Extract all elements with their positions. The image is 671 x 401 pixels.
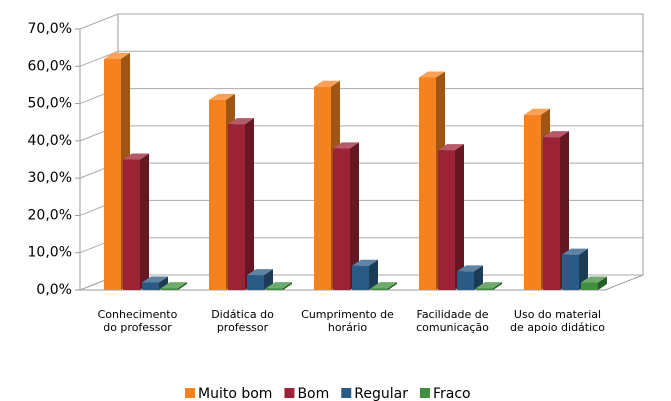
bar-side <box>598 276 607 290</box>
bar <box>266 282 292 290</box>
bar-top <box>247 269 273 276</box>
bar-front <box>266 288 283 290</box>
bar-top <box>419 71 445 78</box>
y-tick-label: 60,0% <box>28 58 72 74</box>
y-tick-label: 30,0% <box>28 170 72 186</box>
bar-side <box>493 282 502 290</box>
bar-top <box>333 142 359 149</box>
y-tick-label: 0,0% <box>36 282 72 298</box>
bar-side <box>560 131 569 290</box>
bar-front <box>581 282 598 290</box>
bar-front <box>333 148 350 290</box>
bar-side <box>140 153 149 290</box>
bar-top <box>476 282 502 289</box>
bar <box>457 265 483 290</box>
bar-side <box>350 142 359 290</box>
bar-top <box>562 248 588 255</box>
bar-side <box>388 282 397 290</box>
bar <box>123 153 149 290</box>
legend-label: Regular <box>354 386 408 401</box>
x-tick-label: Uso do material de apoio didático <box>510 308 605 334</box>
bar-front <box>123 159 140 290</box>
bar-front <box>419 77 436 290</box>
bar-front <box>543 137 560 290</box>
bar <box>228 118 254 290</box>
bar-front <box>371 288 388 290</box>
bar <box>543 131 569 290</box>
bar-front <box>104 58 121 291</box>
legend-label: Bom <box>297 386 329 401</box>
bar-side <box>455 144 464 290</box>
legend-swatch <box>419 388 430 398</box>
bar <box>161 282 187 290</box>
bar-top <box>438 144 464 151</box>
x-tick-label: Cumprimento de horário <box>301 308 394 334</box>
bar-side <box>245 118 254 290</box>
bar-front <box>228 124 245 290</box>
y-tick-label: 40,0% <box>28 133 72 149</box>
legend-swatch <box>341 388 352 398</box>
bar-top <box>457 265 483 272</box>
bar-front <box>457 271 474 290</box>
bar-side <box>159 276 168 290</box>
bar-top <box>581 276 607 283</box>
bar-side <box>264 269 273 290</box>
bar-top <box>371 282 397 289</box>
bar-front <box>352 265 369 290</box>
bar-front <box>476 288 493 290</box>
bar-top <box>314 80 340 87</box>
bar-top <box>543 131 569 138</box>
y-tick-label: 20,0% <box>28 207 72 223</box>
bar <box>247 269 273 290</box>
bar-front <box>524 114 541 290</box>
bar-front <box>314 86 331 291</box>
bar-top <box>104 52 130 59</box>
legend-swatch <box>284 388 295 398</box>
bar-top <box>228 118 254 125</box>
bar-front <box>161 288 178 290</box>
bar-top <box>209 93 235 100</box>
bar-top <box>161 282 187 289</box>
grid-line <box>79 88 643 105</box>
bar-top <box>123 153 149 160</box>
bar <box>476 282 502 290</box>
grid-line <box>79 50 643 67</box>
bar-side <box>283 282 292 290</box>
bar <box>371 282 397 290</box>
bar <box>142 276 168 290</box>
bar-top <box>524 108 550 115</box>
bar-side <box>369 259 378 290</box>
bar <box>438 144 464 290</box>
bar-front <box>209 99 226 290</box>
bar-side <box>178 282 187 290</box>
bar-front <box>438 150 455 290</box>
bar-top <box>352 259 378 266</box>
bar-top <box>142 276 168 283</box>
x-tick-label: Didática do professor <box>211 308 274 334</box>
legend-label: Fraco <box>433 386 471 401</box>
bar-top <box>266 282 292 289</box>
bar <box>581 276 607 290</box>
x-tick-label: Conhecimento do professor <box>97 308 178 334</box>
legend-label: Muito bom <box>198 386 272 401</box>
y-tick-label: 10,0% <box>28 245 72 261</box>
legend-swatch <box>185 388 195 398</box>
grid-line <box>79 13 643 30</box>
x-tick-label: Facilidade de comunicação <box>416 308 489 334</box>
bar <box>333 142 359 290</box>
bar <box>352 259 378 290</box>
bar-front <box>142 282 159 290</box>
y-tick-label: 70,0% <box>28 21 72 37</box>
bar-front <box>247 275 264 290</box>
y-tick-label: 50,0% <box>28 96 72 112</box>
bar-front <box>562 254 579 290</box>
bar-side <box>474 265 483 290</box>
